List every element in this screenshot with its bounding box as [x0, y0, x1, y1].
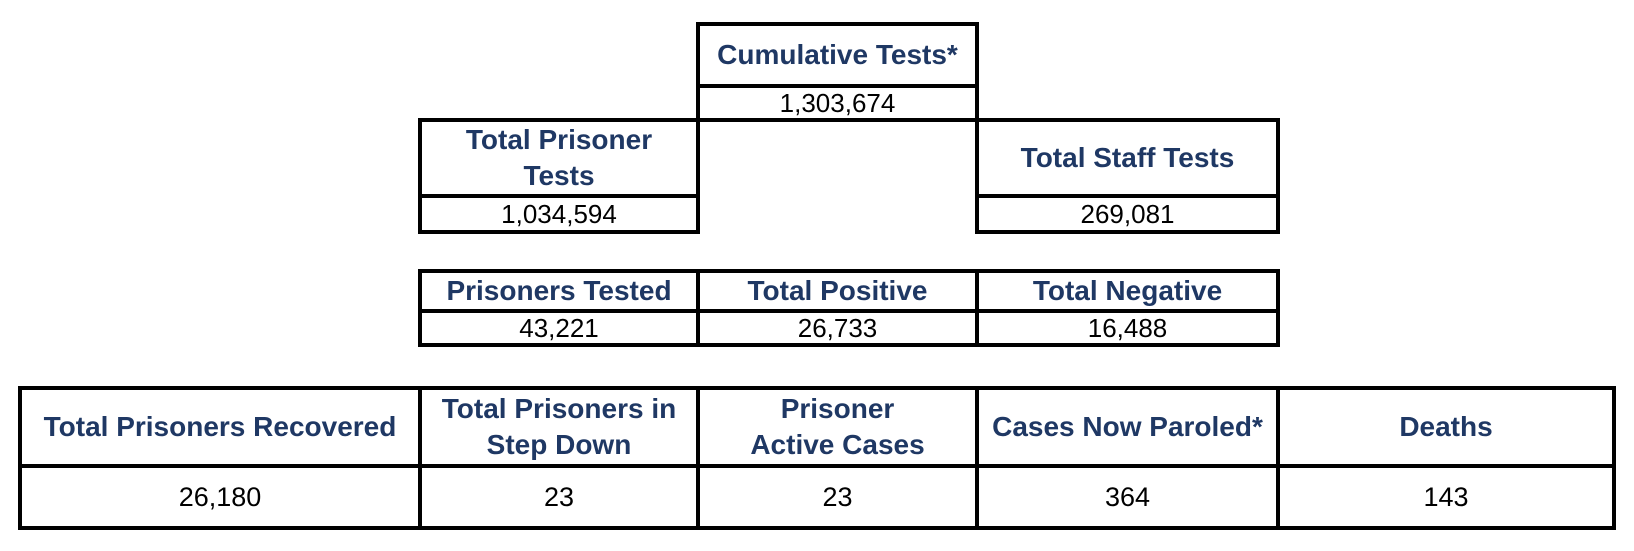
- total-positive-value-cell: 26,733: [696, 309, 979, 347]
- cumulative-tests-label: Cumulative Tests*: [717, 39, 958, 70]
- prisoners-tested-label: Prisoners Tested: [446, 275, 672, 306]
- prisoners-recovered-value-cell: 26,180: [18, 464, 422, 530]
- prisoner-tests-value: 1,034,594: [501, 199, 617, 229]
- step-down-value-cell: 23: [418, 464, 700, 530]
- cumulative-tests-header: Cumulative Tests*: [696, 22, 979, 88]
- active-cases-value-cell: 23: [696, 464, 979, 530]
- prisoners-tested-value: 43,221: [519, 313, 599, 343]
- deaths-label: Deaths: [1399, 411, 1493, 442]
- prisoner-tests-header: Total Prisoner Tests: [418, 118, 700, 198]
- step-down-value: 23: [543, 481, 575, 512]
- total-negative-header: Total Negative: [975, 269, 1280, 313]
- prisoners-recovered-value: 26,180: [178, 481, 262, 512]
- active-cases-label: Prisoner Active Cases: [750, 393, 925, 460]
- deaths-header: Deaths: [1276, 386, 1616, 468]
- step-down-header: Total Prisoners in Step Down: [418, 386, 700, 468]
- step-down-label: Total Prisoners in Step Down: [441, 393, 677, 460]
- prisoner-tests-label: Total Prisoner Tests: [465, 124, 653, 191]
- total-negative-value-cell: 16,488: [975, 309, 1280, 347]
- paroled-label: Cases Now Paroled*: [992, 411, 1263, 442]
- prisoners-tested-value-cell: 43,221: [418, 309, 700, 347]
- paroled-value: 364: [1104, 481, 1151, 512]
- prisoners-recovered-header: Total Prisoners Recovered: [18, 386, 422, 468]
- staff-tests-value: 269,081: [1080, 199, 1175, 229]
- cumulative-tests-value: 1,303,674: [779, 88, 896, 118]
- prisoner-tests-value-cell: 1,034,594: [418, 194, 700, 234]
- cumulative-tests-value-cell: 1,303,674: [696, 84, 979, 122]
- deaths-value-cell: 143: [1276, 464, 1616, 530]
- paroled-header: Cases Now Paroled*: [975, 386, 1280, 468]
- active-cases-header: Prisoner Active Cases: [696, 386, 979, 468]
- total-negative-label: Total Negative: [1032, 275, 1223, 306]
- deaths-value: 143: [1423, 481, 1469, 512]
- staff-tests-label: Total Staff Tests: [1020, 142, 1235, 173]
- total-positive-header: Total Positive: [696, 269, 979, 313]
- prisoners-recovered-label: Total Prisoners Recovered: [43, 411, 397, 442]
- prisoners-tested-header: Prisoners Tested: [418, 269, 700, 313]
- total-positive-label: Total Positive: [747, 275, 928, 306]
- staff-tests-value-cell: 269,081: [975, 194, 1280, 234]
- total-negative-value: 16,488: [1087, 313, 1168, 343]
- active-cases-value: 23: [822, 481, 853, 512]
- paroled-value-cell: 364: [975, 464, 1280, 530]
- staff-tests-header: Total Staff Tests: [975, 118, 1280, 198]
- total-positive-value: 26,733: [797, 313, 878, 343]
